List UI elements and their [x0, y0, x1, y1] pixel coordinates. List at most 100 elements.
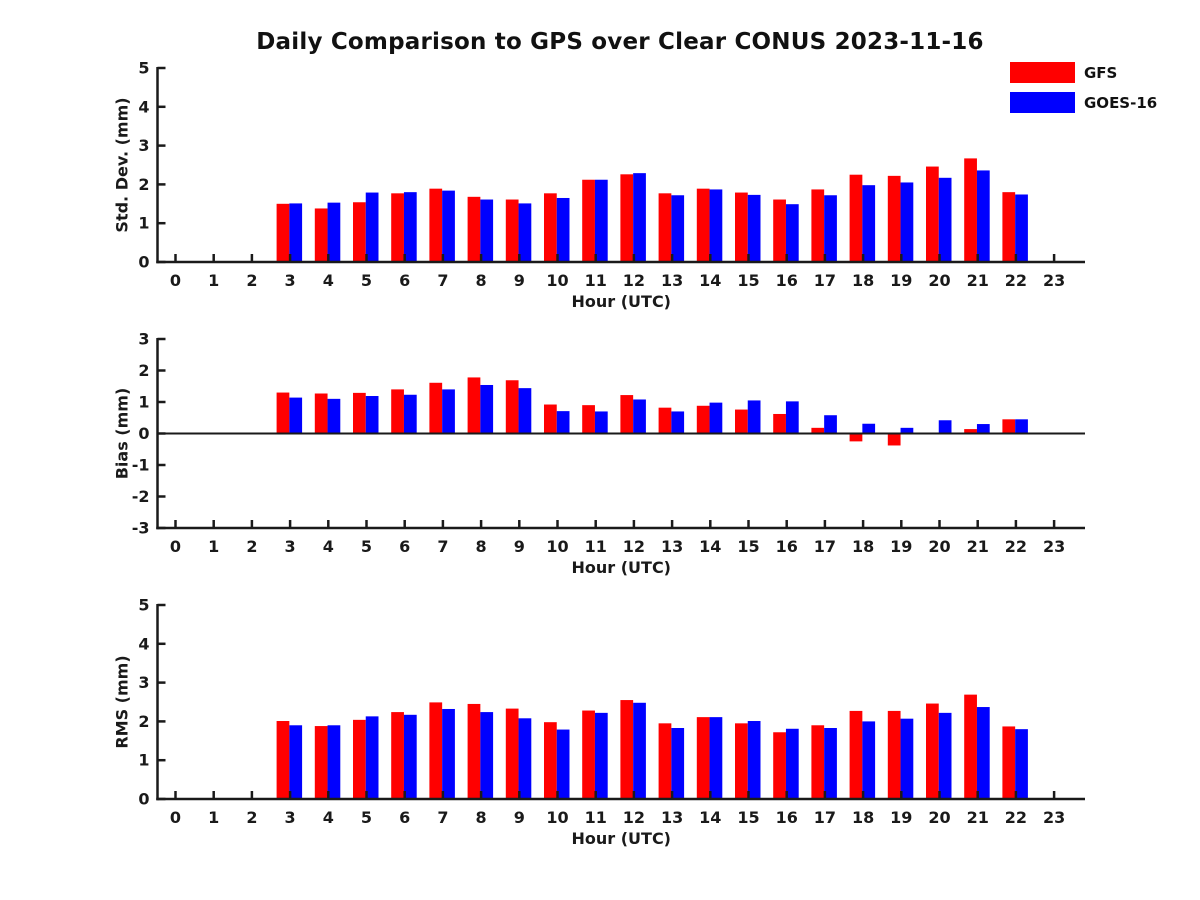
bar-goes-16-hour-20	[938, 177, 952, 262]
bar-goes-16-hour-17	[824, 195, 837, 262]
bar-gfs-hour-18	[849, 710, 863, 799]
bar-goes-16-hour-9	[518, 388, 532, 434]
bar-goes-16-hour-4	[327, 202, 341, 262]
x-axis-label-std-dev: Hour (UTC)	[571, 292, 671, 311]
x-tick-label: 7	[437, 537, 448, 556]
bar-gfs-hour-16	[773, 732, 786, 799]
bar-gfs-hour-9	[505, 199, 519, 262]
bar-gfs-hour-21	[964, 694, 977, 799]
bar-goes-16-hour-15	[747, 194, 761, 262]
bar-goes-16-hour-16	[785, 728, 799, 799]
bar-goes-16-hour-6	[403, 192, 417, 262]
y-tick-label: 4	[138, 97, 149, 116]
bar-gfs-hour-14	[696, 717, 710, 799]
y-tick-label: 3	[138, 330, 149, 349]
x-tick-label: 23	[1043, 271, 1065, 290]
x-tick-label: 19	[890, 537, 912, 556]
legend-swatch-goes16-icon	[1010, 92, 1075, 113]
x-tick-label: 8	[476, 271, 487, 290]
x-tick-label: 20	[928, 271, 950, 290]
bar-goes-16-hour-19	[900, 718, 914, 799]
bar-goes-16-hour-8	[480, 712, 494, 799]
bar-gfs-hour-3	[276, 721, 290, 799]
bar-goes-16-hour-11	[594, 411, 608, 434]
x-tick-label: 18	[852, 808, 874, 827]
x-tick-label: 20	[928, 537, 950, 556]
bar-gfs-hour-10	[544, 193, 557, 262]
bar-gfs-hour-20	[926, 166, 939, 262]
bar-gfs-hour-5	[353, 202, 366, 262]
bar-goes-16-hour-15	[747, 721, 761, 799]
x-tick-label: 19	[890, 808, 912, 827]
bar-gfs-hour-5	[353, 719, 366, 799]
bar-gfs-hour-6	[391, 389, 404, 434]
bar-gfs-hour-11	[582, 405, 595, 434]
y-tick-label: 0	[138, 253, 149, 272]
x-tick-label: 3	[285, 808, 296, 827]
x-tick-label: 22	[1005, 808, 1027, 827]
bar-gfs-hour-14	[696, 405, 710, 434]
x-tick-label: 23	[1043, 537, 1065, 556]
bar-gfs-hour-18	[849, 174, 863, 262]
bar-goes-16-hour-12	[633, 173, 646, 262]
x-tick-label: 21	[967, 537, 989, 556]
legend-label-gfs: GFS	[1084, 63, 1118, 82]
bar-goes-16-hour-10	[556, 729, 570, 799]
x-tick-label: 11	[585, 271, 607, 290]
bar-goes-16-hour-11	[594, 712, 608, 799]
bar-goes-16-hour-22	[1015, 419, 1028, 434]
x-tick-label: 2	[246, 537, 257, 556]
bar-goes-16-hour-3	[289, 397, 303, 434]
x-tick-label: 1	[208, 271, 219, 290]
y-tick-label: 3	[138, 136, 149, 155]
bar-gfs-hour-13	[658, 407, 672, 434]
y-tick-label: 0	[138, 790, 149, 809]
x-tick-label: 21	[967, 808, 989, 827]
x-tick-label: 15	[737, 271, 759, 290]
x-tick-label: 22	[1005, 537, 1027, 556]
x-tick-label: 2	[246, 271, 257, 290]
x-tick-label: 17	[814, 271, 836, 290]
x-tick-label: 14	[699, 271, 721, 290]
y-tick-label: 4	[138, 634, 149, 653]
bar-goes-16-hour-19	[900, 182, 914, 262]
x-tick-label: 16	[776, 271, 798, 290]
bar-goes-16-hour-5	[365, 192, 379, 262]
bar-gfs-hour-19	[887, 710, 901, 799]
x-tick-label: 7	[437, 271, 448, 290]
bar-goes-16-hour-13	[671, 728, 685, 799]
x-tick-label: 6	[399, 808, 410, 827]
bar-goes-16-hour-17	[824, 728, 837, 799]
bar-goes-16-hour-21	[976, 170, 990, 262]
x-tick-label: 21	[967, 271, 989, 290]
x-tick-label: 16	[776, 808, 798, 827]
bar-gfs-hour-19	[887, 175, 901, 262]
x-tick-label: 1	[208, 537, 219, 556]
bar-gfs-hour-18	[849, 433, 863, 442]
bar-goes-16-hour-7	[442, 389, 455, 434]
bar-gfs-hour-21	[964, 158, 977, 262]
bar-gfs-hour-10	[544, 404, 557, 434]
x-tick-label: 9	[514, 808, 525, 827]
x-tick-label: 13	[661, 271, 683, 290]
x-tick-label: 14	[699, 808, 721, 827]
bar-goes-16-hour-20	[938, 712, 952, 799]
bar-gfs-hour-22	[1002, 419, 1016, 434]
bar-gfs-hour-12	[620, 395, 634, 434]
x-tick-label: 9	[514, 271, 525, 290]
chart-title: Daily Comparison to GPS over Clear CONUS…	[256, 29, 984, 55]
bar-gfs-hour-8	[467, 703, 481, 799]
bar-gfs-hour-12	[620, 174, 634, 262]
x-axis-label-rms: Hour (UTC)	[571, 829, 671, 848]
x-tick-label: 20	[928, 808, 950, 827]
bar-goes-16-hour-18	[862, 423, 876, 434]
bar-goes-16-hour-6	[403, 394, 417, 434]
x-tick-label: 18	[852, 271, 874, 290]
y-tick-label: 1	[138, 393, 149, 412]
bar-goes-16-hour-5	[365, 716, 379, 799]
x-tick-label: 5	[361, 808, 372, 827]
x-tick-label: 0	[170, 808, 181, 827]
legend-swatch-gfs-icon	[1010, 62, 1075, 83]
x-tick-label: 4	[323, 271, 334, 290]
bar-goes-16-hour-7	[442, 190, 455, 262]
